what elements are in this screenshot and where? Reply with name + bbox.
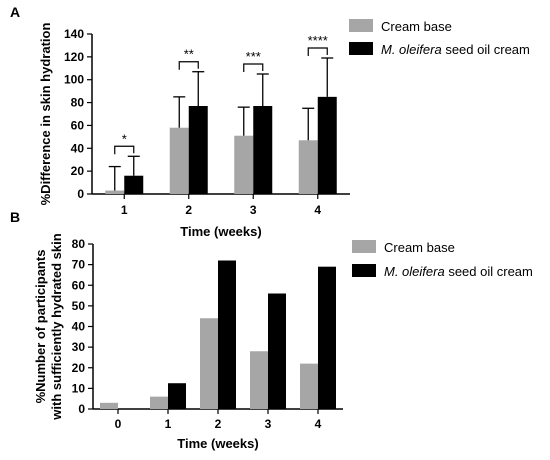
bar-a-moringa-week-4 xyxy=(317,96,337,194)
y-tick-label-a: 0 xyxy=(77,187,84,201)
x-axis-label-a: Time (weeks) xyxy=(180,224,261,239)
x-tick-label-a: 1 xyxy=(121,203,128,217)
x-axis-label-b: Time (weeks) xyxy=(177,436,258,451)
bar-b-cream-base-week-0 xyxy=(100,402,118,409)
significance-bracket-a xyxy=(243,63,264,72)
bar-b-cream-base-week-2 xyxy=(200,318,218,409)
significance-label-a: * xyxy=(122,131,127,146)
bar-b-moringa-week-3 xyxy=(268,293,286,409)
x-tick-label-a: 3 xyxy=(250,203,257,217)
bar-a-moringa-week-1 xyxy=(124,175,144,194)
bar-b-moringa-week-2 xyxy=(218,260,236,409)
y-tick-label-a: 80 xyxy=(71,96,85,110)
bar-a-moringa-week-3 xyxy=(253,106,273,194)
legend-label-text: seed oil cream xyxy=(445,264,533,279)
y-tick-label-b: 60 xyxy=(72,278,86,292)
x-tick-label-a: 4 xyxy=(314,203,321,217)
x-tick-label-b: 1 xyxy=(165,417,172,431)
x-tick-label-b: 2 xyxy=(215,417,222,431)
y-tick-label-b: 30 xyxy=(72,340,86,354)
y-tick-label-a: 40 xyxy=(71,141,85,155)
legend-swatch-b xyxy=(352,240,376,253)
panel-label-a: A xyxy=(10,4,20,20)
y-axis-label-b-line1: %Number of participants xyxy=(33,250,48,404)
y-axis-label-b-line2: with sufficiently hydrated skin xyxy=(49,233,64,420)
x-tick-label-b: 0 xyxy=(115,417,122,431)
legend-label-a: M. oleifera seed oil cream xyxy=(381,42,530,57)
x-tick-label-a: 2 xyxy=(185,203,192,217)
bar-a-moringa-week-2 xyxy=(188,106,208,194)
bar-a-cream-base-week-4 xyxy=(298,140,318,194)
panel-a: A 0 20 40 60 80 100 120 140 %Difference in skin h… xyxy=(10,4,530,239)
legend-label-text: Cream base xyxy=(384,240,455,255)
x-tick-label-b: 3 xyxy=(265,417,272,431)
y-tick-label-b: 10 xyxy=(72,381,86,395)
bar-b-cream-base-week-1 xyxy=(150,396,168,409)
legend-swatch-a xyxy=(349,42,373,55)
bar-a-cream-base-week-2 xyxy=(169,127,189,194)
y-tick-label-b: 20 xyxy=(72,361,86,375)
y-tick-label-a: 140 xyxy=(64,27,84,41)
y-tick-label-b: 50 xyxy=(72,299,86,313)
bar-a-cream-base-week-3 xyxy=(234,135,254,194)
legend-label-b: Cream base xyxy=(384,240,455,255)
legend-label-text: Cream base xyxy=(381,19,452,34)
significance-bracket-a xyxy=(114,145,135,155)
significance-bracket-a xyxy=(307,47,328,56)
legend-label-text: seed oil cream xyxy=(442,42,530,57)
bar-b-moringa-week-4 xyxy=(318,266,336,409)
bar-b-cream-base-week-4 xyxy=(300,363,318,409)
y-tick-label-b: 80 xyxy=(72,237,86,251)
legend-label-a: Cream base xyxy=(381,19,452,34)
legend-swatch-a xyxy=(349,19,373,32)
significance-label-a: ** xyxy=(184,47,194,62)
bar-b-cream-base-week-3 xyxy=(250,351,268,409)
y-tick-label-b: 40 xyxy=(72,320,86,334)
y-tick-label-a: 120 xyxy=(64,50,84,64)
significance-label-a: *** xyxy=(246,49,261,64)
y-axis-label-a: %Difference in skin hydration xyxy=(38,23,53,206)
panel-label-b: B xyxy=(10,209,20,225)
legend-swatch-b xyxy=(352,264,376,277)
x-tick-label-b: 4 xyxy=(315,417,322,431)
y-tick-label-a: 60 xyxy=(71,118,85,132)
legend-label-b: M. oleifera seed oil cream xyxy=(384,264,533,279)
legend-label-italic: M. oleifera xyxy=(384,264,445,279)
bar-b-moringa-week-1 xyxy=(168,383,186,409)
y-tick-label-a: 20 xyxy=(71,164,85,178)
significance-label-a: **** xyxy=(308,33,328,48)
bar-a-cream-base-week-1 xyxy=(105,190,125,194)
legend-label-italic: M. oleifera xyxy=(381,42,442,57)
y-tick-label-a: 100 xyxy=(64,73,84,87)
y-tick-label-b: 0 xyxy=(78,402,85,416)
significance-bracket-a xyxy=(178,61,199,70)
y-tick-label-b: 70 xyxy=(72,258,86,272)
